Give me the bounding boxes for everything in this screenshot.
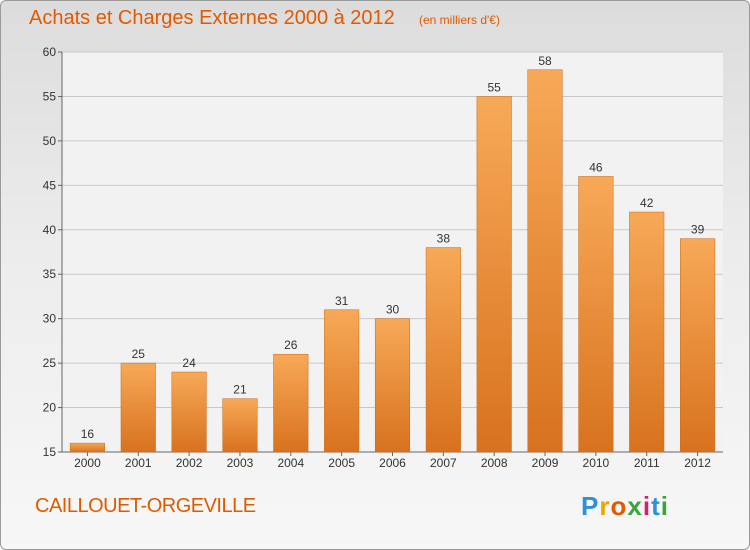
data-label: 16	[81, 427, 95, 441]
data-label: 30	[386, 303, 400, 317]
logo-letter: P	[581, 491, 600, 521]
x-tick-label: 2002	[176, 456, 203, 470]
bar	[222, 398, 258, 453]
proxiti-logo[interactable]: Proxiti	[581, 491, 669, 522]
data-label: 26	[284, 338, 298, 352]
y-tick-label: 20	[43, 401, 57, 415]
logo-letter: r	[599, 491, 611, 521]
x-tick-label: 2004	[277, 456, 304, 470]
bar	[578, 176, 614, 453]
data-labels: 16 25 24 21 26 31 30 38 55 58 46 42 39	[81, 54, 705, 441]
data-label: 31	[335, 294, 349, 308]
bar	[171, 371, 207, 453]
data-label: 25	[132, 347, 146, 361]
data-label: 55	[488, 80, 502, 94]
data-label: 38	[437, 232, 451, 246]
y-tick-label: 55	[43, 89, 57, 103]
y-tick-label: 40	[43, 223, 57, 237]
y-tick-label: 45	[43, 178, 57, 192]
logo-letter: i	[642, 491, 652, 521]
chart-subtitle: (en milliers d'€)	[419, 13, 500, 27]
data-label: 58	[538, 54, 552, 68]
y-tick-label: 35	[43, 267, 57, 281]
logo-letter: x	[627, 491, 643, 521]
bar	[374, 318, 411, 453]
x-tick-label: 2007	[430, 456, 457, 470]
logo-letter: o	[610, 491, 628, 521]
x-tick-label: 2003	[227, 456, 254, 470]
y-tick-label: 50	[43, 134, 57, 148]
x-tick-label: 2012	[684, 456, 711, 470]
chart-title: Achats et Charges Externes 2000 à 2012	[29, 7, 395, 29]
x-tick-label: 2001	[125, 456, 152, 470]
y-tick-label: 60	[43, 45, 57, 59]
y-tick-label: 25	[43, 356, 57, 370]
x-tick-label: 2006	[379, 456, 406, 470]
data-label: 21	[233, 383, 247, 397]
bar	[324, 309, 360, 453]
logo-letter: t	[651, 491, 661, 521]
data-label: 46	[589, 160, 603, 174]
x-tick-label: 2009	[532, 456, 559, 470]
x-tick-label: 2005	[328, 456, 355, 470]
bars	[69, 69, 716, 453]
bar	[527, 69, 563, 453]
bar	[680, 238, 716, 453]
bar	[425, 247, 461, 453]
bar	[69, 442, 105, 453]
bar	[120, 362, 156, 453]
data-label: 42	[640, 196, 654, 210]
bar	[629, 211, 665, 453]
bar	[476, 96, 512, 453]
bar	[273, 353, 309, 453]
y-tick-label: 15	[43, 445, 57, 459]
y-tick-label: 30	[43, 312, 57, 326]
data-label: 39	[691, 223, 705, 237]
data-label: 24	[182, 356, 196, 370]
x-tick-label: 2008	[481, 456, 508, 470]
x-tick-label: 2010	[583, 456, 610, 470]
commune-name: CAILLOUET-ORGEVILLE	[35, 495, 256, 517]
x-tick-label: 2000	[74, 456, 101, 470]
logo-letter: i	[660, 491, 669, 521]
x-tick-label: 2011	[634, 456, 660, 470]
